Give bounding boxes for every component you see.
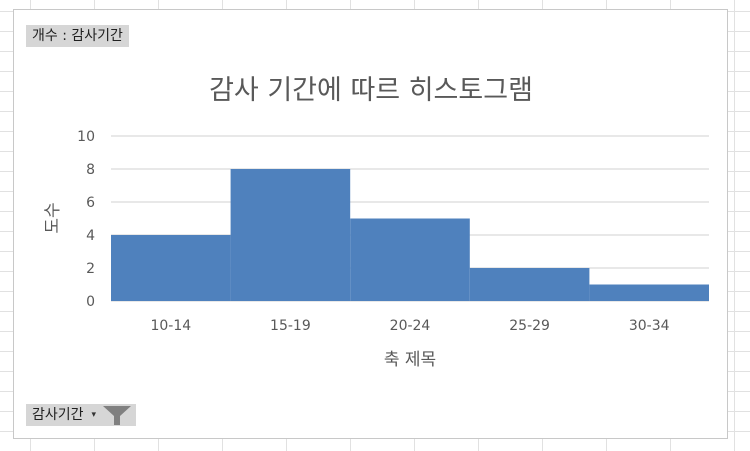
axis-field-button[interactable]: 감사기간 ▾	[26, 404, 137, 426]
value-field-button[interactable]: 개수 : 감사기간	[26, 25, 129, 47]
y-tick-label: 10	[77, 129, 95, 145]
bar-20-24[interactable]	[350, 218, 470, 302]
x-tick-label: 10-14	[150, 318, 191, 334]
dropdown-arrow-icon[interactable]: ▾	[91, 410, 97, 420]
x-tick-label: 30-34	[629, 318, 670, 334]
y-tick-label: 2	[86, 261, 95, 277]
bar-10-14[interactable]	[111, 235, 231, 301]
chart-title[interactable]: 감사 기간에 따르 히스토그램	[209, 75, 533, 106]
axis-field-label: 감사기간	[32, 407, 84, 423]
plot-area[interactable]: 0 2 4 6 8 10 10-14 15-19 20-24 25-29 30-34	[77, 129, 709, 334]
x-tick-label: 25-29	[509, 318, 550, 334]
y-tick-label: 4	[86, 228, 95, 244]
filter-funnel-icon[interactable]	[100, 404, 134, 426]
y-axis-title[interactable]: 도수	[43, 202, 63, 233]
x-tick-label: 15-19	[270, 318, 311, 334]
value-field-label: 개수 : 감사기간	[32, 28, 123, 44]
y-tick-label: 6	[86, 195, 95, 211]
bar-15-19[interactable]	[230, 169, 351, 301]
x-tick-label: 20-24	[390, 318, 431, 334]
y-tick-label: 0	[86, 294, 95, 310]
bar-30-34[interactable]	[589, 284, 709, 302]
bar-25-29[interactable]	[469, 268, 590, 301]
x-axis-title[interactable]: 축 제목	[384, 350, 436, 370]
y-tick-label: 8	[86, 162, 95, 178]
